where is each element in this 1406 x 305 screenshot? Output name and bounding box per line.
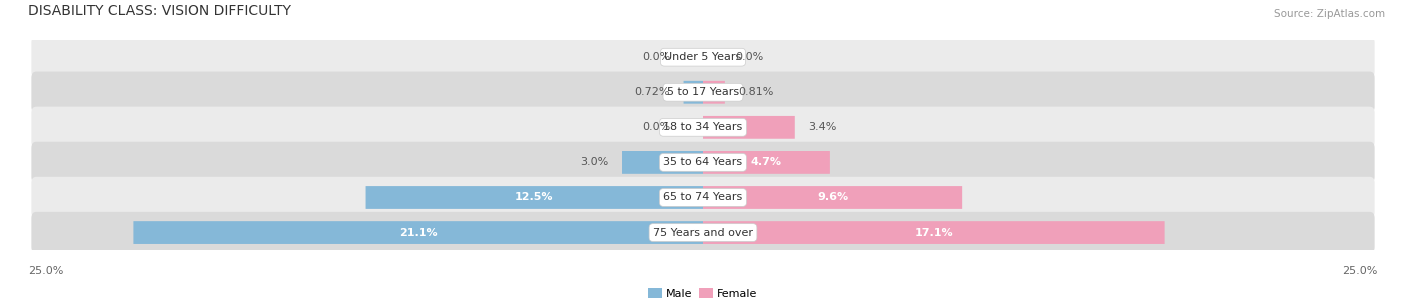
FancyBboxPatch shape: [683, 81, 703, 104]
Text: Source: ZipAtlas.com: Source: ZipAtlas.com: [1274, 9, 1385, 19]
Text: DISABILITY CLASS: VISION DIFFICULTY: DISABILITY CLASS: VISION DIFFICULTY: [28, 4, 291, 18]
Text: 4.7%: 4.7%: [751, 157, 782, 167]
FancyBboxPatch shape: [703, 186, 962, 209]
FancyBboxPatch shape: [366, 186, 703, 209]
FancyBboxPatch shape: [703, 221, 1164, 244]
Text: 0.0%: 0.0%: [643, 52, 671, 62]
FancyBboxPatch shape: [31, 142, 1375, 183]
Text: 25.0%: 25.0%: [28, 266, 63, 276]
FancyBboxPatch shape: [621, 151, 703, 174]
FancyBboxPatch shape: [31, 177, 1375, 218]
Text: 65 to 74 Years: 65 to 74 Years: [664, 192, 742, 203]
Text: 0.72%: 0.72%: [634, 87, 671, 97]
Text: 0.0%: 0.0%: [735, 52, 763, 62]
Text: 21.1%: 21.1%: [399, 228, 437, 238]
FancyBboxPatch shape: [703, 81, 725, 104]
FancyBboxPatch shape: [31, 107, 1375, 148]
Text: 17.1%: 17.1%: [914, 228, 953, 238]
Text: Under 5 Years: Under 5 Years: [665, 52, 741, 62]
Text: 0.0%: 0.0%: [643, 122, 671, 132]
FancyBboxPatch shape: [31, 212, 1375, 253]
Text: 3.4%: 3.4%: [808, 122, 837, 132]
FancyBboxPatch shape: [703, 116, 794, 139]
Legend: Male, Female: Male, Female: [644, 284, 762, 303]
Text: 12.5%: 12.5%: [515, 192, 554, 203]
FancyBboxPatch shape: [31, 37, 1375, 78]
FancyBboxPatch shape: [31, 72, 1375, 113]
Text: 18 to 34 Years: 18 to 34 Years: [664, 122, 742, 132]
Text: 35 to 64 Years: 35 to 64 Years: [664, 157, 742, 167]
Text: 9.6%: 9.6%: [817, 192, 848, 203]
Text: 25.0%: 25.0%: [1343, 266, 1378, 276]
Text: 5 to 17 Years: 5 to 17 Years: [666, 87, 740, 97]
FancyBboxPatch shape: [703, 151, 830, 174]
Text: 75 Years and over: 75 Years and over: [652, 228, 754, 238]
Text: 3.0%: 3.0%: [581, 157, 609, 167]
Text: 0.81%: 0.81%: [738, 87, 773, 97]
FancyBboxPatch shape: [134, 221, 703, 244]
